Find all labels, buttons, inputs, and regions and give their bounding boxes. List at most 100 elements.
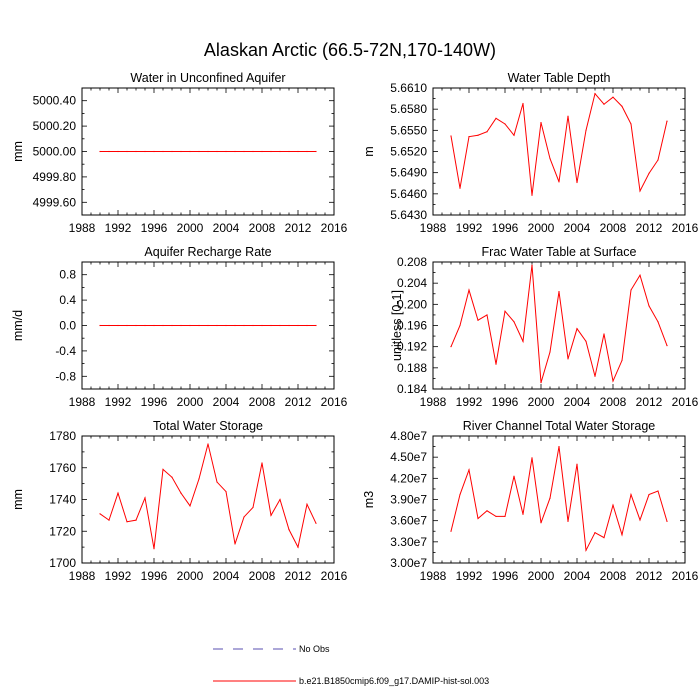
y-tick-label: 5.6460: [390, 187, 427, 201]
x-tick-label: 2004: [213, 221, 240, 235]
y-tick-label: 0.204: [397, 276, 427, 290]
data-point: [279, 498, 281, 501]
data-point: [513, 475, 515, 477]
x-tick-label: 2008: [249, 569, 276, 583]
panel-title: River Channel Total Water Storage: [463, 419, 656, 433]
data-point: [162, 150, 164, 153]
panel-title: Frac Water Table at Surface: [482, 245, 637, 259]
x-tick-label: 2004: [564, 221, 591, 235]
x-tick-label: 2008: [600, 221, 627, 235]
x-tick-label: 1996: [141, 569, 168, 583]
data-point: [270, 514, 272, 516]
x-tick-label: 1988: [420, 395, 447, 409]
data-point: [468, 469, 470, 471]
x-tick-label: 1988: [420, 221, 447, 235]
y-tick-label: 4.80e7: [390, 429, 427, 443]
y-tick-label: 3.90e7: [390, 493, 427, 507]
x-tick-label: 2012: [636, 395, 663, 409]
data-point: [576, 328, 578, 330]
data-point: [576, 181, 578, 184]
data-point: [594, 532, 596, 534]
data-point: [117, 324, 119, 327]
y-axis-label: unitless [0-1]: [390, 290, 404, 361]
data-point: [630, 123, 632, 125]
data-point: [315, 522, 317, 524]
data-point: [99, 513, 101, 515]
y-tick-label: 5.6430: [390, 208, 427, 222]
data-point: [279, 324, 281, 327]
data-point: [189, 505, 191, 507]
data-point: [198, 150, 200, 153]
data-point: [288, 150, 290, 153]
data-point: [612, 380, 614, 382]
data-point: [171, 150, 173, 153]
x-tick-label: 2012: [285, 221, 312, 235]
data-point: [657, 321, 659, 323]
x-tick-label: 2000: [528, 395, 555, 409]
data-point: [189, 324, 191, 327]
data-point: [612, 504, 614, 506]
figure-title: Alaskan Arctic (66.5-72N,170-140W): [204, 40, 496, 60]
data-point: [261, 324, 263, 327]
data-point: [612, 96, 614, 98]
x-tick-label: 2012: [636, 221, 663, 235]
data-point: [108, 150, 110, 153]
data-point: [207, 443, 209, 445]
y-axis-label: m: [362, 146, 376, 156]
data-point: [135, 324, 137, 327]
y-tick-label: 5000.00: [33, 145, 77, 159]
data-point: [567, 358, 569, 360]
data-point: [603, 103, 605, 105]
data-point: [99, 150, 101, 153]
data-point: [144, 150, 146, 153]
x-tick-label: 1996: [492, 221, 519, 235]
panel-title: Total Water Storage: [153, 419, 263, 433]
data-point: [252, 506, 254, 509]
data-point: [459, 187, 461, 189]
plot-frame: [432, 87, 686, 216]
data-point: [234, 150, 236, 153]
data-point: [297, 546, 299, 548]
data-point: [126, 324, 128, 327]
y-tick-label: 3.30e7: [390, 535, 427, 549]
data-point: [198, 324, 200, 327]
data-point: [270, 324, 272, 327]
x-tick-label: 1996: [141, 395, 168, 409]
panels-container: Water in Unconfined Aquifer 1988 1992 1996 2…: [11, 71, 699, 583]
data-point: [666, 520, 668, 522]
y-tick-label: 5.6520: [390, 145, 427, 159]
x-tick-label: 2008: [600, 569, 627, 583]
y-tick-label: 0.184: [397, 382, 427, 396]
data-point: [585, 129, 587, 131]
x-tick-label: 2008: [249, 221, 276, 235]
data-point: [126, 150, 128, 153]
chart-panel-3: Aquifer Recharge Rate 1988 1992 1996 2000 200…: [11, 245, 348, 409]
data-point: [234, 324, 236, 327]
y-tick-label: 0.188: [397, 361, 427, 375]
y-tick-label: -0.4: [55, 344, 76, 358]
y-tick-label: 1700: [49, 556, 76, 570]
data-point: [189, 150, 191, 153]
data-point: [504, 515, 506, 518]
x-tick-label: 2016: [672, 221, 699, 235]
x-tick-label: 1992: [456, 569, 483, 583]
data-point: [648, 305, 650, 307]
data-point: [270, 150, 272, 153]
data-point: [567, 115, 569, 117]
x-tick-label: 1996: [492, 569, 519, 583]
data-point: [639, 274, 641, 276]
x-tick-label: 2004: [564, 395, 591, 409]
data-point: [486, 314, 488, 316]
chart-panel-1: Water in Unconfined Aquifer 1988 1992 1996 2…: [11, 71, 348, 235]
data-point: [126, 521, 128, 523]
data-point: [513, 321, 515, 323]
x-tick-label: 1996: [492, 395, 519, 409]
data-point: [162, 324, 164, 327]
x-tick-label: 1996: [141, 221, 168, 235]
data-point: [144, 497, 146, 499]
data-point: [666, 345, 668, 347]
y-tick-label: 4999.60: [33, 195, 77, 209]
x-tick-label: 1988: [69, 569, 96, 583]
x-tick-label: 2000: [177, 569, 204, 583]
data-point: [513, 134, 515, 136]
